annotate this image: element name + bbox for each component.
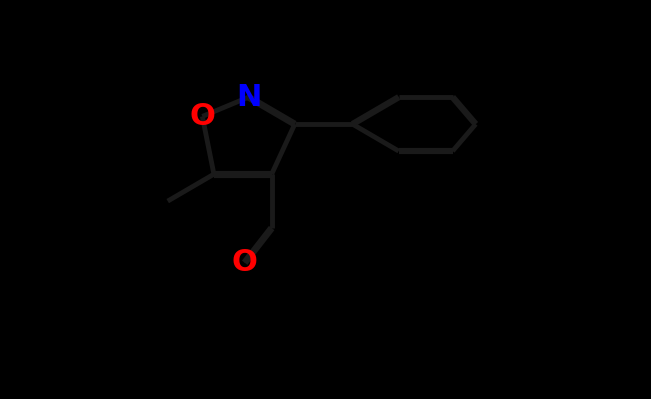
- Text: N: N: [236, 83, 261, 112]
- Text: O: O: [232, 248, 258, 277]
- Text: O: O: [189, 102, 215, 131]
